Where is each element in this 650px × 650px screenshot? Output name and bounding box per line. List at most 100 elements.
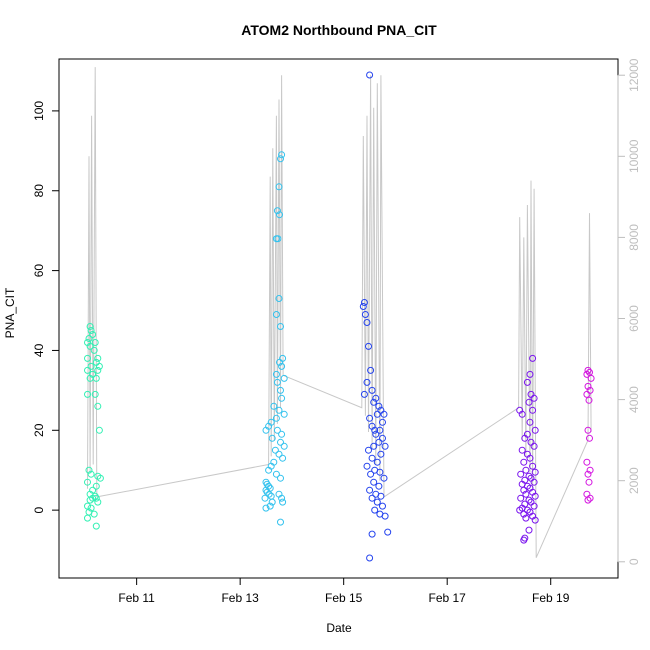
data-point [265, 466, 273, 474]
data-point [381, 442, 389, 450]
data-point [526, 418, 534, 426]
data-point [525, 496, 533, 504]
data-point [586, 434, 593, 442]
data-point [523, 378, 531, 386]
data-point [584, 366, 592, 374]
data-point [86, 323, 94, 330]
data-point [530, 478, 538, 486]
y2-tick-label: 0 [627, 558, 641, 565]
data-point [268, 498, 276, 506]
data-point [363, 378, 371, 386]
y-tick-label: 20 [32, 423, 46, 437]
data-point [530, 502, 538, 510]
y2-tick-label: 8000 [627, 224, 641, 251]
data-point [275, 450, 283, 458]
data-point [96, 474, 104, 482]
data-point [367, 470, 375, 478]
data-point [586, 466, 594, 474]
data-point [275, 295, 283, 302]
data-point [278, 494, 286, 502]
data-point [277, 474, 284, 482]
data-point [272, 470, 280, 478]
data-point [94, 498, 102, 506]
data-point [520, 536, 528, 544]
data-point [516, 506, 524, 514]
x-tick-label: Feb 11 [118, 591, 155, 605]
data-point [517, 494, 525, 502]
data-point [280, 374, 288, 382]
data-point [361, 311, 369, 318]
data-point [366, 71, 374, 79]
data-point [531, 492, 539, 500]
data-point [372, 430, 380, 438]
data-point [384, 528, 392, 536]
data-point [91, 339, 99, 346]
data-point [86, 496, 94, 504]
data-point [276, 358, 283, 366]
data-point [94, 402, 102, 410]
data-point [84, 514, 91, 522]
data-point [94, 354, 102, 362]
data-point [92, 494, 100, 502]
data-point [272, 370, 280, 378]
data-point [95, 362, 103, 370]
data-point [276, 211, 283, 219]
data-point [525, 398, 533, 406]
data-point [89, 331, 97, 338]
data-point [380, 474, 388, 482]
data-point [363, 462, 371, 470]
data-point [529, 406, 537, 414]
data-point [371, 506, 379, 514]
data-point [275, 406, 283, 414]
data-point [86, 342, 94, 350]
data-point [518, 446, 526, 454]
data-point [94, 366, 102, 374]
x-tick-label: Feb 15 [325, 591, 363, 605]
data-point [520, 510, 528, 518]
data-point [87, 470, 95, 478]
data-point [586, 494, 594, 502]
data-point [530, 394, 538, 402]
data-point [525, 526, 533, 534]
y2-tick-label: 10000 [627, 139, 641, 173]
data-point [370, 442, 378, 450]
data-point [278, 430, 286, 438]
y2-tick-label: 2000 [627, 467, 641, 494]
data-point [376, 468, 384, 476]
data-point [368, 530, 376, 538]
data-point [265, 490, 273, 498]
data-point [92, 522, 100, 530]
secondary-series-layer [87, 67, 592, 558]
data-point [275, 183, 283, 191]
data-point [525, 472, 533, 480]
data-point [277, 323, 284, 330]
data-point [529, 354, 537, 362]
data-point [520, 458, 528, 466]
data-point [370, 398, 378, 406]
data-point [583, 490, 591, 498]
data-point [531, 468, 539, 476]
data-point [363, 319, 371, 326]
data-point [368, 494, 376, 502]
x-tick-label: Feb 19 [532, 591, 570, 605]
x-axis: Feb 11 Feb 13 Feb 15 Feb 17 Feb 19 [118, 578, 570, 605]
data-point [376, 426, 384, 434]
chart-title: ATOM2 Northbound PNA_CIT [241, 22, 437, 38]
data-point [371, 426, 379, 434]
data-point [587, 374, 595, 382]
data-point [359, 303, 367, 310]
data-point [522, 514, 530, 522]
data-point [90, 346, 98, 354]
data-point [526, 454, 534, 462]
x-axis-label: Date [326, 621, 352, 635]
data-point [521, 434, 529, 442]
data-point [280, 442, 288, 450]
data-point [377, 492, 385, 500]
data-point [366, 414, 374, 422]
data-point [379, 434, 386, 442]
data-point [522, 466, 530, 474]
data-point [530, 442, 538, 450]
data-point [273, 378, 281, 386]
data-point [279, 498, 287, 506]
data-point [84, 354, 91, 362]
